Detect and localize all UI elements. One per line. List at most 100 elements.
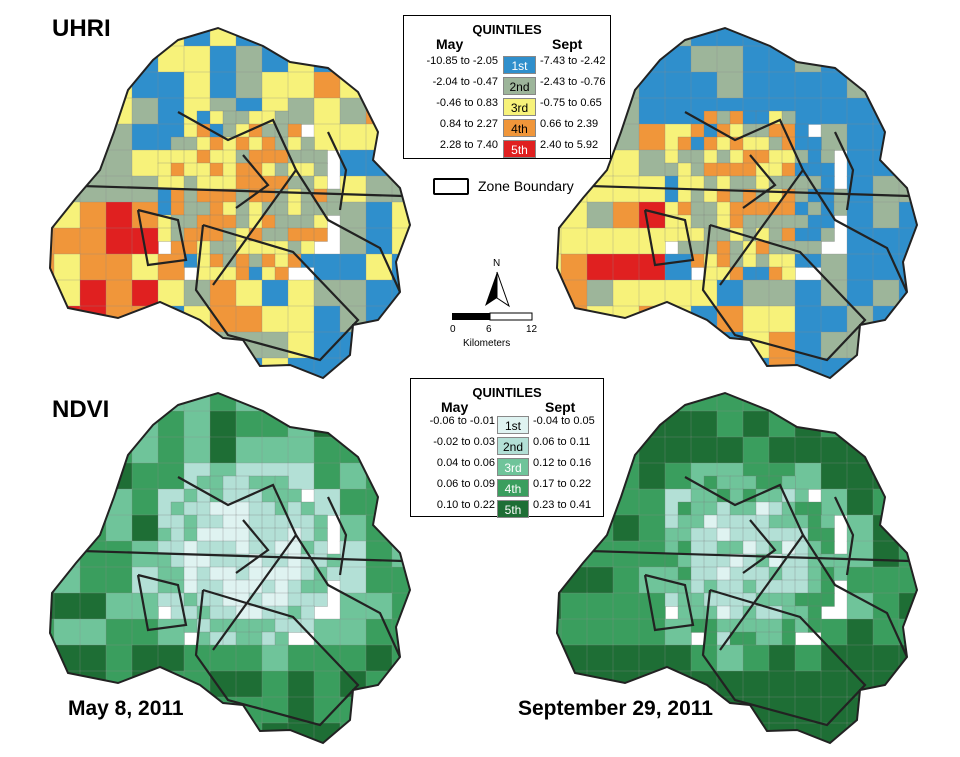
- district-cell: [612, 227, 640, 255]
- district-cell: [222, 579, 237, 594]
- district-cell: [157, 71, 185, 99]
- district-cell: [50, 410, 55, 438]
- district-cell: [157, 410, 185, 438]
- district-cell: [274, 162, 289, 177]
- district-cell: [131, 566, 159, 594]
- district-cell: [664, 618, 692, 646]
- district-cell: [79, 592, 107, 620]
- district-cell: [690, 227, 705, 242]
- district-cell: [53, 227, 81, 255]
- district-cell: [690, 410, 718, 438]
- district-cell: [664, 553, 679, 568]
- district-cell: [28, 749, 55, 750]
- district-cell: [794, 722, 822, 743]
- district-cell: [235, 253, 250, 268]
- district-cell: [131, 722, 159, 743]
- district-cell: [768, 592, 783, 607]
- district-cell: [925, 489, 935, 516]
- district-cell: [53, 592, 81, 620]
- zone-boundary-line: [50, 548, 404, 563]
- district-cell: [235, 136, 250, 151]
- district-cell: [222, 240, 237, 255]
- district-cell: [300, 253, 315, 268]
- district-cell: [716, 475, 731, 490]
- district-cell: [690, 214, 705, 229]
- district-cell: [183, 514, 198, 529]
- district-cell: [794, 618, 809, 633]
- district-cell: [300, 605, 315, 620]
- district-cell: [339, 45, 367, 73]
- district-cell: [742, 527, 757, 542]
- district-cell: [807, 592, 822, 607]
- district-cell: [261, 136, 276, 151]
- district-cell: [794, 644, 822, 672]
- district-cell: [183, 605, 198, 620]
- uhri-legend-may-range: -2.04 to -0.47: [432, 76, 498, 88]
- district-cell: [313, 722, 341, 743]
- district-cell: [612, 592, 640, 620]
- district-cell: [418, 671, 428, 698]
- district-cell: [872, 436, 900, 464]
- scalebar-units: Kilometers: [463, 338, 511, 349]
- district-cell: [781, 475, 796, 490]
- district-cell: [287, 279, 315, 307]
- district-cell: [365, 45, 393, 73]
- district-cell: [612, 644, 640, 672]
- district-cell: [209, 214, 224, 229]
- district-cell: [898, 462, 917, 490]
- district-cell: [781, 592, 796, 607]
- district-cell: [794, 279, 822, 307]
- district-cell: [287, 201, 302, 216]
- zone-boundary-line: [684, 111, 805, 286]
- ndvi-legend-quintile-swatch: 1st: [497, 416, 529, 434]
- uhri-legend-may-range: -10.85 to -2.05: [426, 55, 498, 67]
- district-cell: [755, 149, 770, 164]
- district-cell: [222, 514, 237, 529]
- district-cell: [183, 696, 211, 724]
- zone-boundary-line: [643, 208, 695, 267]
- district-cell: [365, 175, 393, 203]
- ndvi-legend-quintile-swatch: 3rd: [497, 458, 529, 476]
- district-cell: [612, 253, 640, 281]
- district-cell: [313, 253, 341, 281]
- district-cell: [820, 162, 835, 177]
- district-cell: [222, 527, 237, 542]
- district-cell: [184, 749, 211, 750]
- district-cell: [170, 540, 185, 555]
- district-cell: [79, 393, 107, 412]
- district-cell: [235, 45, 263, 73]
- district-cell: [716, 579, 731, 594]
- district-cell: [339, 149, 367, 177]
- district-cell: [50, 357, 55, 378]
- district-cell: [235, 71, 263, 99]
- district-cell: [209, 410, 237, 438]
- district-cell: [105, 592, 133, 620]
- district-cell: [925, 671, 935, 698]
- district-cell: [846, 45, 874, 73]
- district-cell: [560, 331, 588, 359]
- district-cell: [925, 593, 935, 620]
- district-cell: [80, 749, 107, 750]
- district-cell: [261, 357, 289, 378]
- district-cell: [690, 45, 718, 73]
- district-cell: [183, 227, 198, 242]
- district-cell: [50, 644, 55, 672]
- district-cell: [898, 514, 917, 542]
- district-cell: [820, 540, 835, 555]
- district-cell: [664, 357, 692, 378]
- district-cell: [664, 305, 692, 333]
- district-cell: [794, 201, 809, 216]
- district-cell: [183, 188, 198, 203]
- district-cell: [638, 201, 666, 229]
- district-cell: [287, 28, 315, 47]
- district-cell: [742, 136, 757, 151]
- zone-boundary-line: [742, 519, 777, 574]
- district-cell: [925, 385, 935, 412]
- district-cell: [729, 488, 744, 503]
- district-cell: [677, 149, 692, 164]
- zone-boundary-line: [177, 476, 298, 651]
- district-cell: [560, 592, 588, 620]
- district-cell: [872, 331, 900, 359]
- district-cell: [313, 488, 341, 516]
- district-cell: [846, 618, 874, 646]
